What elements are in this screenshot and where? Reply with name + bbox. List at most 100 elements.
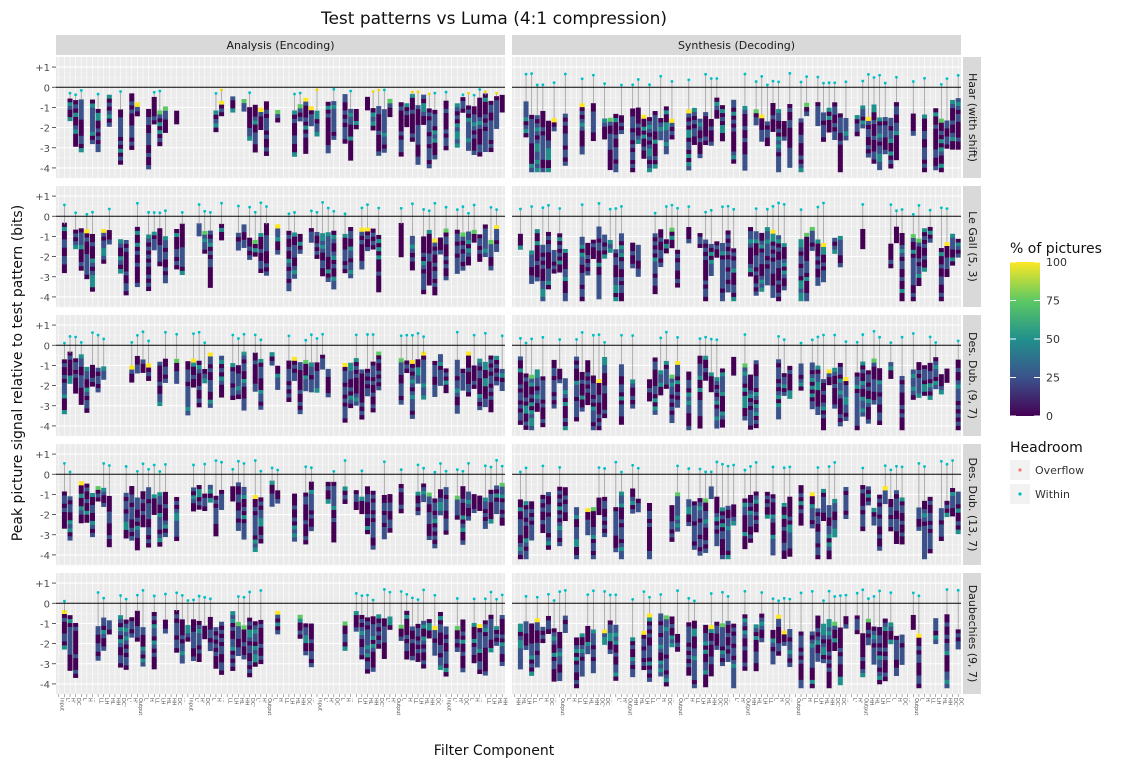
heatmap-cell bbox=[517, 364, 523, 369]
heatmap-cell bbox=[157, 373, 163, 379]
headroom-point bbox=[934, 341, 938, 344]
heatmap-cell bbox=[557, 237, 563, 242]
heatmap-cell bbox=[798, 259, 804, 265]
heatmap-cell bbox=[613, 281, 619, 286]
heatmap-cell bbox=[162, 247, 168, 253]
heatmap-cell bbox=[89, 258, 95, 263]
heatmap-cell bbox=[258, 362, 264, 367]
heatmap-cell bbox=[748, 251, 754, 257]
heatmap-cell bbox=[454, 111, 460, 116]
heatmap-cell bbox=[916, 389, 922, 394]
heatmap-cell bbox=[78, 366, 84, 372]
heatmap-cell bbox=[202, 378, 208, 384]
heatmap-cell bbox=[753, 368, 759, 373]
heatmap-cell bbox=[748, 259, 754, 265]
heatmap-cell bbox=[342, 490, 348, 496]
heatmap-cell bbox=[686, 404, 692, 410]
heatmap-cell bbox=[764, 268, 770, 273]
heatmap-cell bbox=[781, 121, 787, 126]
heatmap-cell bbox=[534, 390, 540, 395]
heatmap-cell bbox=[118, 152, 124, 157]
heatmap-cell bbox=[877, 376, 883, 381]
heatmap-cell bbox=[748, 239, 754, 244]
heatmap-cell bbox=[376, 139, 382, 144]
heatmap-cell bbox=[370, 392, 376, 397]
heatmap-cell bbox=[529, 426, 535, 431]
heatmap-cell bbox=[454, 123, 460, 128]
heatmap-cell bbox=[837, 263, 843, 268]
heatmap-cell bbox=[944, 368, 950, 374]
heatmap-cell bbox=[837, 148, 843, 153]
heatmap-cell bbox=[748, 386, 754, 391]
heatmap-cell bbox=[742, 367, 748, 372]
heatmap-cell bbox=[207, 230, 213, 235]
heatmap-cell bbox=[162, 263, 168, 268]
heatmap-cell bbox=[888, 117, 894, 123]
heatmap-cell bbox=[89, 512, 95, 518]
heatmap-cell bbox=[871, 375, 877, 380]
heatmap-cell bbox=[770, 229, 776, 234]
heatmap-cell bbox=[482, 147, 488, 153]
heatmap-cell bbox=[157, 228, 163, 233]
heatmap-cell bbox=[140, 359, 146, 365]
heatmap-cell bbox=[348, 387, 354, 392]
heatmap-cell bbox=[359, 252, 365, 258]
heatmap-cell bbox=[331, 135, 337, 140]
heatmap-cell bbox=[658, 382, 664, 388]
heatmap-cell bbox=[652, 115, 658, 120]
heatmap-cell bbox=[843, 381, 849, 386]
heatmap-cell bbox=[832, 237, 838, 243]
heatmap-cell bbox=[84, 510, 90, 515]
heatmap-cell bbox=[641, 130, 647, 135]
heatmap-cell bbox=[686, 113, 692, 118]
heatmap-cell bbox=[185, 410, 191, 416]
heatmap-cell bbox=[230, 387, 236, 392]
heatmap-cell bbox=[820, 270, 826, 275]
heatmap-cell bbox=[938, 284, 944, 290]
heatmap-cell bbox=[910, 369, 916, 375]
heatmap-cell bbox=[944, 249, 950, 254]
heatmap-cell bbox=[540, 403, 546, 408]
heatmap-cell bbox=[241, 243, 247, 248]
heatmap-cell bbox=[781, 243, 787, 248]
heatmap-cell bbox=[202, 497, 208, 503]
heatmap-cell bbox=[146, 539, 152, 544]
heatmap-cell bbox=[697, 236, 703, 241]
heatmap-cell bbox=[151, 242, 157, 247]
heatmap-cell bbox=[325, 125, 331, 130]
heatmap-cell bbox=[607, 133, 613, 139]
heatmap-cell bbox=[647, 117, 653, 122]
heatmap-cell bbox=[331, 284, 337, 290]
heatmap-cell bbox=[596, 242, 602, 247]
heatmap-cell bbox=[815, 252, 821, 257]
heatmap-cell bbox=[551, 122, 557, 128]
heatmap-cell bbox=[162, 106, 168, 112]
heatmap-cell bbox=[764, 231, 770, 236]
headroom-point bbox=[326, 206, 330, 210]
heatmap-cell bbox=[297, 374, 303, 379]
heatmap-cell bbox=[303, 532, 309, 537]
heatmap-cell bbox=[955, 249, 961, 254]
heatmap-cell bbox=[235, 373, 241, 379]
heatmap-cell bbox=[815, 277, 821, 282]
heatmap-cell bbox=[342, 118, 348, 124]
heatmap-cell bbox=[275, 494, 281, 500]
heatmap-cell bbox=[331, 493, 337, 499]
heatmap-cell bbox=[174, 536, 180, 542]
heatmap-cell bbox=[955, 129, 961, 134]
heatmap-cell bbox=[860, 232, 866, 238]
heatmap-cell bbox=[703, 372, 709, 377]
heatmap-cell bbox=[776, 280, 782, 285]
heatmap-cell bbox=[84, 395, 90, 401]
heatmap-cell bbox=[837, 128, 843, 134]
heatmap-cell bbox=[84, 483, 90, 488]
heatmap-cell bbox=[247, 246, 253, 252]
heatmap-cell bbox=[258, 240, 264, 246]
heatmap-cell bbox=[703, 292, 709, 298]
heatmap-cell bbox=[574, 372, 580, 378]
heatmap-cell bbox=[471, 373, 477, 378]
heatmap-cell bbox=[748, 425, 754, 430]
heatmap-cell bbox=[308, 228, 314, 232]
heatmap-cell bbox=[247, 255, 253, 260]
heatmap-cell bbox=[776, 164, 782, 169]
